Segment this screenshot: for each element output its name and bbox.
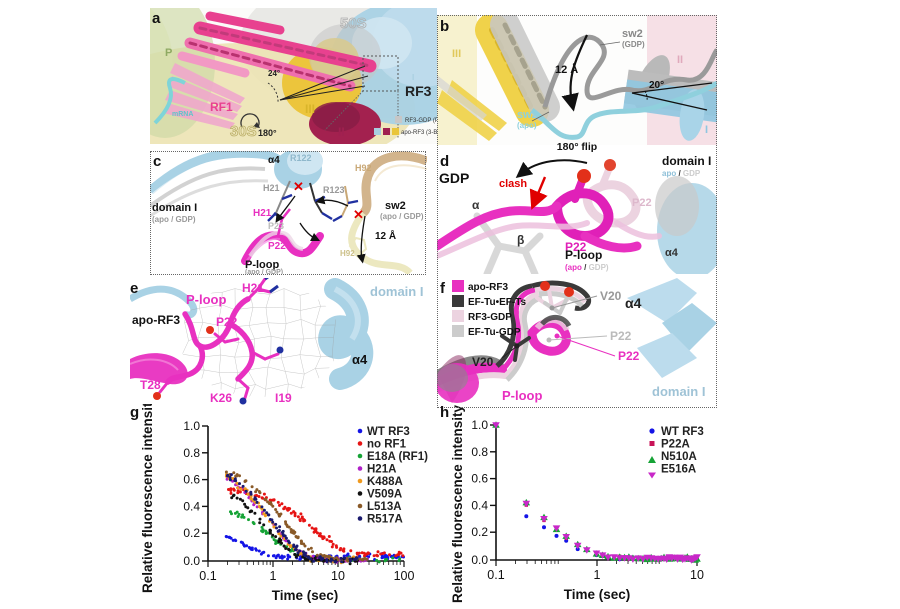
svg-text:apo-RF3: apo-RF3 <box>132 313 180 327</box>
svg-text:P22A: P22A <box>661 439 690 451</box>
svg-text:III: III <box>305 102 315 116</box>
svg-text:1: 1 <box>270 569 277 583</box>
svg-text:0.1: 0.1 <box>199 569 216 583</box>
svg-text:180°: 180° <box>258 128 277 138</box>
svg-text:100: 100 <box>394 569 415 583</box>
svg-text:0.2: 0.2 <box>471 525 488 539</box>
svg-text:50S: 50S <box>340 15 367 32</box>
svg-text:0.8: 0.8 <box>471 445 488 459</box>
svg-text:E18A (RF1): E18A (RF1) <box>367 451 428 463</box>
svg-text:I: I <box>412 73 414 82</box>
svg-text:0.8: 0.8 <box>183 446 200 460</box>
svg-text:1: 1 <box>594 568 601 582</box>
svg-text:0.4: 0.4 <box>183 499 200 513</box>
svg-text:Relative fluorescence intensit: Relative fluorescence intensity <box>450 404 465 603</box>
svg-text:0.6: 0.6 <box>471 472 488 486</box>
svg-text:RF1: RF1 <box>210 100 233 114</box>
svg-text:apo-RF3 (3-B): apo-RF3 (3-B) <box>401 130 437 136</box>
svg-text:Time (sec): Time (sec) <box>564 587 631 602</box>
svg-text:10: 10 <box>690 568 704 582</box>
svg-text:R517A: R517A <box>367 514 403 526</box>
svg-text:0.0: 0.0 <box>471 553 488 567</box>
svg-text:WT RF3: WT RF3 <box>367 426 410 438</box>
svg-text:mRNA: mRNA <box>172 111 193 118</box>
svg-text:V509A: V509A <box>367 489 402 501</box>
svg-text:P: P <box>165 47 172 59</box>
svg-text:0.0: 0.0 <box>183 554 200 568</box>
svg-text:α4: α4 <box>352 352 368 367</box>
svg-text:1.0: 1.0 <box>183 419 200 433</box>
svg-text:WT RF3: WT RF3 <box>661 426 704 438</box>
svg-text:10: 10 <box>331 569 345 583</box>
svg-text:P-loop: P-loop <box>186 292 226 307</box>
svg-text:N510A: N510A <box>661 451 697 463</box>
svg-text:T28: T28 <box>140 378 161 392</box>
svg-text:E516A: E516A <box>661 464 696 476</box>
svg-text:L513A: L513A <box>367 501 402 513</box>
svg-text:1.0: 1.0 <box>471 418 488 432</box>
svg-text:30S: 30S <box>230 123 257 140</box>
svg-text:0.1: 0.1 <box>487 568 504 582</box>
svg-text:K488A: K488A <box>367 476 403 488</box>
svg-text:K26: K26 <box>210 391 232 405</box>
svg-text:RF3-GDP (PDB 2H5E): RF3-GDP (PDB 2H5E) <box>405 118 437 124</box>
svg-text:no RF1: no RF1 <box>367 439 407 451</box>
svg-text:domain I: domain I <box>370 284 423 299</box>
svg-text:0.4: 0.4 <box>471 498 488 512</box>
svg-text:H21: H21 <box>242 281 264 295</box>
svg-text:0.2: 0.2 <box>183 526 200 540</box>
svg-text:24°: 24° <box>268 69 280 78</box>
svg-text:0.6: 0.6 <box>183 473 200 487</box>
svg-text:I19: I19 <box>275 391 292 405</box>
svg-text:RF3: RF3 <box>405 83 432 99</box>
svg-text:P22: P22 <box>216 315 238 329</box>
svg-text:Time (sec): Time (sec) <box>272 588 339 603</box>
svg-text:II: II <box>338 125 345 139</box>
svg-text:Relative fluorescence intensit: Relative fluorescence intensity <box>140 404 155 593</box>
svg-text:H21A: H21A <box>367 464 396 476</box>
